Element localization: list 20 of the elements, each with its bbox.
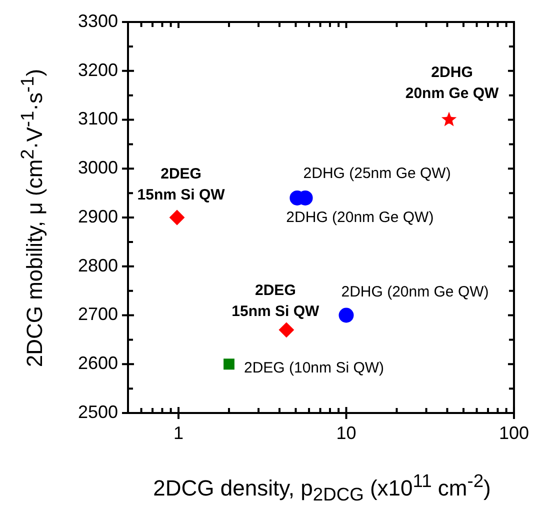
x-tick-label: 10 <box>336 422 356 443</box>
y-tick-label: 2800 <box>78 255 118 276</box>
y-tick-label: 2900 <box>78 206 118 226</box>
x-tick-label: 100 <box>498 422 530 443</box>
annotation: 2DEG (10nm Si QW) <box>244 359 384 376</box>
y-tick-label: 2700 <box>78 304 118 324</box>
annotation: 2DHG 20nm Ge QW <box>405 64 500 102</box>
y-tick-label: 3200 <box>78 60 118 80</box>
annotation: 2DHG (25nm Ge QW) <box>303 165 451 182</box>
y-tick-label: 3100 <box>78 108 118 129</box>
annotation: 2DEG 15nm Si QW <box>137 166 226 204</box>
annotation: 2DHG (20nm Ge QW) <box>286 209 434 226</box>
y-tick-label: 2600 <box>78 353 118 374</box>
y-tick-label: 2500 <box>78 402 118 422</box>
y-tick-label: 3000 <box>78 158 118 178</box>
x-tick-label: 1 <box>173 422 184 443</box>
x-axis-title: 2DCG density, p$_{2DCG}$ (x10$^{11}$ cm$^{-2}$) <box>152 470 492 506</box>
annotation: 2DEG 15nm Si QW <box>232 282 320 320</box>
annotation: 2DHG (20nm Ge QW) <box>341 283 489 300</box>
y-tick-label: 3300 <box>78 10 118 31</box>
